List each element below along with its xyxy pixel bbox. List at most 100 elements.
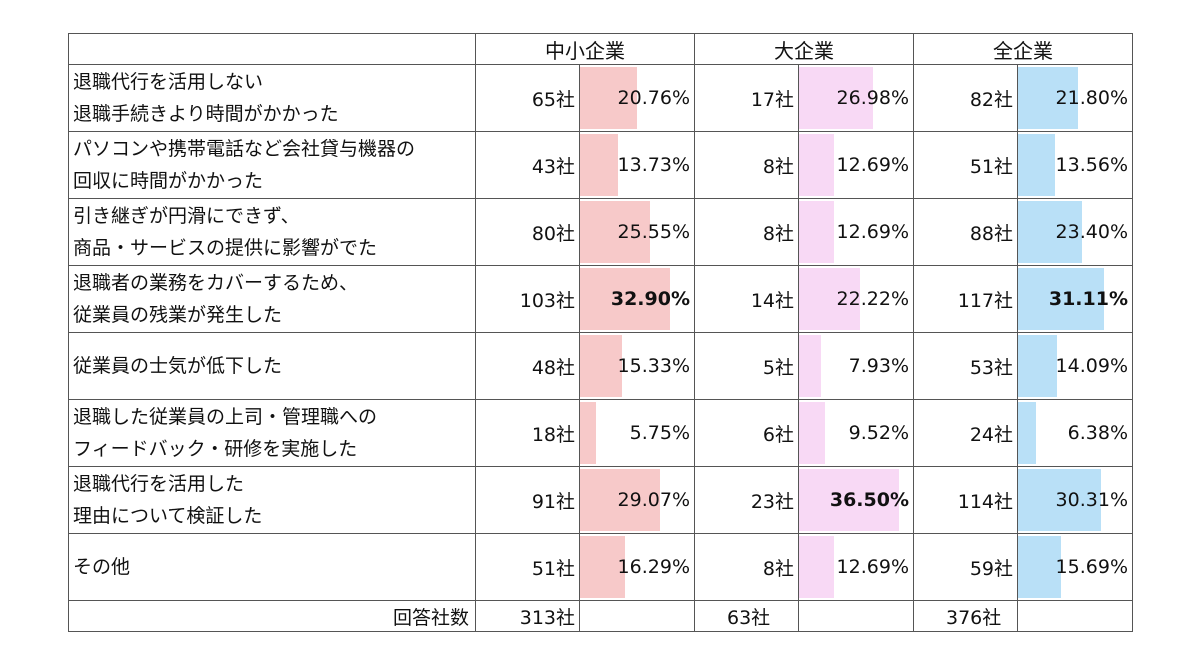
bar-fill xyxy=(580,335,622,397)
total-empty-cell xyxy=(579,600,695,632)
table-row: 退職者の業務をカバーするため、 従業員の残業が発生した 103社 32.90% 14社 2… xyxy=(68,265,1133,333)
count-cell-sme: 91社 xyxy=(475,466,580,534)
bar-cell-large: 12.69% xyxy=(798,131,914,199)
count-cell-all: 88社 xyxy=(913,198,1018,266)
total-empty-cell xyxy=(1017,600,1133,632)
count-cell-all: 53社 xyxy=(913,332,1018,400)
percent-label: 12.69% xyxy=(836,556,909,578)
bar-cell-sme: 29.07% xyxy=(579,466,695,534)
table-row: 退職した従業員の上司・管理職への フィードバック・研修を実施した 18社 5.75% 6… xyxy=(68,399,1133,467)
percent-label: 16.29% xyxy=(617,556,690,578)
group-header-large: 大企業 xyxy=(694,33,914,65)
bar-cell-large: 22.22% xyxy=(798,265,914,333)
row-label: その他 xyxy=(68,533,476,601)
bar-fill xyxy=(580,469,660,531)
bar-cell-sme: 13.73% xyxy=(579,131,695,199)
count-cell-large: 8社 xyxy=(694,533,799,601)
bar-fill xyxy=(580,402,596,464)
bar-cell-sme: 15.33% xyxy=(579,332,695,400)
percent-label: 9.52% xyxy=(848,422,909,444)
percent-label: 32.90% xyxy=(610,288,690,310)
bar-fill xyxy=(580,268,670,330)
count-cell-large: 17社 xyxy=(694,64,799,132)
row-label-line: 退職代行を活用しない xyxy=(73,71,264,93)
bar-fill xyxy=(580,134,618,196)
percent-label: 14.09% xyxy=(1055,355,1128,377)
bar-fill xyxy=(799,335,821,397)
percent-label: 29.07% xyxy=(617,489,690,511)
bar-cell-sme: 5.75% xyxy=(579,399,695,467)
bar-cell-all: 13.56% xyxy=(1017,131,1133,199)
count-cell-all: 114社 xyxy=(913,466,1018,534)
table-row: 引き継ぎが円滑にできず、 商品・サービスの提供に影響がでた 80社 25.55% 8社 1… xyxy=(68,198,1133,266)
count-cell-sme: 80社 xyxy=(475,198,580,266)
header-blank xyxy=(68,33,476,65)
total-row: 回答社数 313社 63社 376社 xyxy=(68,600,1133,632)
row-label-line: 回収に時間がかかった xyxy=(73,170,264,192)
count-cell-sme: 48社 xyxy=(475,332,580,400)
count-cell-all: 82社 xyxy=(913,64,1018,132)
bar-cell-large: 9.52% xyxy=(798,399,914,467)
bar-cell-all: 6.38% xyxy=(1017,399,1133,467)
table-row: 退職代行を活用した 理由について検証した 91社 29.07% 23社 36.50% 114… xyxy=(68,466,1133,534)
percent-label: 21.80% xyxy=(1055,87,1128,109)
row-label: 退職代行を活用した 理由について検証した xyxy=(68,466,476,534)
count-cell-sme: 43社 xyxy=(475,131,580,199)
total-count-sme: 313社 xyxy=(475,600,580,632)
row-label-line: その他 xyxy=(73,556,131,578)
count-cell-sme: 65社 xyxy=(475,64,580,132)
count-cell-large: 5社 xyxy=(694,332,799,400)
bar-fill xyxy=(799,134,834,196)
percent-label: 12.69% xyxy=(836,221,909,243)
row-label-line: フィードバック・研修を実施した xyxy=(73,438,358,460)
bar-cell-large: 12.69% xyxy=(798,533,914,601)
count-cell-large: 6社 xyxy=(694,399,799,467)
percent-label: 31.11% xyxy=(1048,288,1128,310)
percent-label: 15.33% xyxy=(617,355,690,377)
bar-fill xyxy=(1018,268,1104,330)
bar-fill xyxy=(799,268,860,330)
bar-cell-all: 14.09% xyxy=(1017,332,1133,400)
total-label: 回答社数 xyxy=(68,600,476,632)
row-label-line: パソコンや携帯電話など会社貸与機器の xyxy=(73,138,416,160)
bar-cell-all: 15.69% xyxy=(1017,533,1133,601)
row-label: パソコンや携帯電話など会社貸与機器の 回収に時間がかかった xyxy=(68,131,476,199)
count-cell-large: 14社 xyxy=(694,265,799,333)
bar-cell-sme: 20.76% xyxy=(579,64,695,132)
bar-cell-all: 21.80% xyxy=(1017,64,1133,132)
row-label-line: 退職者の業務をカバーするため、 xyxy=(73,272,359,294)
bar-cell-large: 7.93% xyxy=(798,332,914,400)
bar-fill xyxy=(1018,201,1082,263)
row-label: 退職代行を活用しない退職手続きより時間がかかった xyxy=(68,64,476,132)
row-label-line: 引き継ぎが円滑にできず、 xyxy=(73,205,300,227)
bar-cell-large: 26.98% xyxy=(798,64,914,132)
bar-cell-sme: 25.55% xyxy=(579,198,695,266)
count-cell-sme: 51社 xyxy=(475,533,580,601)
bar-fill xyxy=(799,402,825,464)
total-count-large: 63社 xyxy=(694,600,799,632)
count-cell-large: 23社 xyxy=(694,466,799,534)
percent-label: 13.56% xyxy=(1055,154,1128,176)
bar-fill xyxy=(580,536,625,598)
table-row: パソコンや携帯電話など会社貸与機器の 回収に時間がかかった 43社 13.73% 8社 1… xyxy=(68,131,1133,199)
count-cell-all: 24社 xyxy=(913,399,1018,467)
percent-label: 15.69% xyxy=(1055,556,1128,578)
total-empty-cell xyxy=(798,600,914,632)
bar-fill xyxy=(1018,469,1101,531)
row-label-line: 従業員の士気が低下した xyxy=(73,355,283,377)
bar-cell-large: 12.69% xyxy=(798,198,914,266)
bar-fill xyxy=(580,201,650,263)
bar-fill xyxy=(799,67,873,129)
row-label-line: 退職手続きより時間がかかった xyxy=(73,103,339,125)
percent-label: 26.98% xyxy=(836,87,909,109)
count-cell-large: 8社 xyxy=(694,198,799,266)
count-cell-all: 59社 xyxy=(913,533,1018,601)
bar-fill xyxy=(799,536,834,598)
bar-fill xyxy=(1018,67,1078,129)
row-label-line: 退職した従業員の上司・管理職への xyxy=(73,406,378,428)
row-label-line: 従業員の残業が発生した xyxy=(73,304,283,326)
bar-cell-sme: 16.29% xyxy=(579,533,695,601)
bar-cell-sme: 32.90% xyxy=(579,265,695,333)
percent-label: 30.31% xyxy=(1055,489,1128,511)
header-row: 中小企業 大企業 全企業 xyxy=(68,33,1133,65)
